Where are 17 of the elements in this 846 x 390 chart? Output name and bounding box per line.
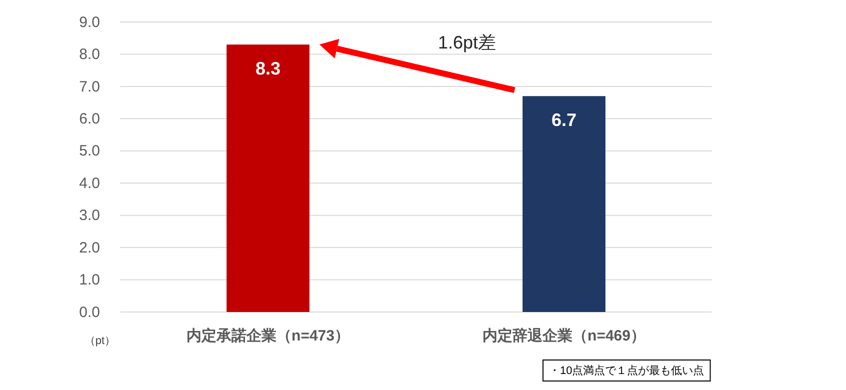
y-tick-label: 4.0 <box>79 174 100 192</box>
y-tick-label: 8.0 <box>79 46 100 64</box>
y-tick-label: 0.0 <box>79 304 100 321</box>
annotation: 1.6pt差 <box>438 32 496 53</box>
y-axis-title: （pt） <box>84 335 116 347</box>
y-tick-label: 1.0 <box>79 272 100 289</box>
y-tick-label: 7.0 <box>79 78 100 96</box>
y-tick-label: 6.0 <box>79 110 100 128</box>
y-tick-label: 3.0 <box>79 207 100 224</box>
y-tick-label: 9.0 <box>79 14 100 31</box>
x-tick-label: 内定辞退企業（n=469） <box>482 326 646 345</box>
y-tick-label: 2.0 <box>79 239 100 256</box>
x-tick-label: 内定承諾企業（n=473） <box>186 326 350 345</box>
data-label: 8.3 <box>255 58 281 79</box>
data-label: 6.7 <box>551 110 577 130</box>
y-tick-label: 5.0 <box>79 142 100 160</box>
text: ・10点満点で１点が最も低い点 <box>549 364 704 377</box>
